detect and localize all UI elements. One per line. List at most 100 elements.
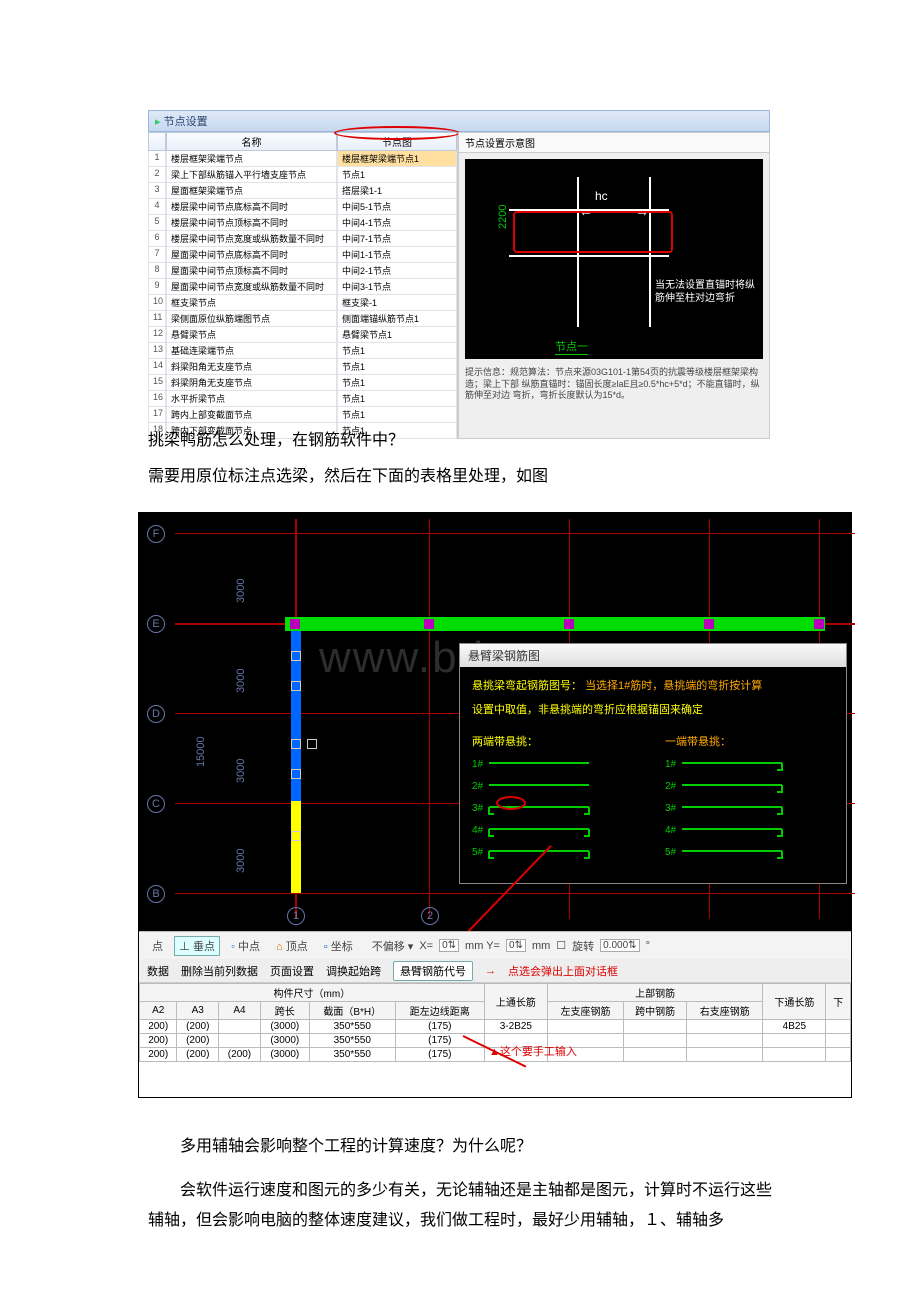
shape-row[interactable]: 5# bbox=[472, 847, 641, 858]
cell[interactable] bbox=[547, 1020, 623, 1034]
th: 下通长筋 bbox=[763, 984, 826, 1020]
snap-perp[interactable]: ⊥ 垂点 bbox=[174, 936, 220, 956]
table-row[interactable]: 5楼层梁中间节点顶标高不同时中间4-1节点 bbox=[148, 215, 457, 231]
table-row[interactable]: 14斜梁阳角无支座节点节点1 bbox=[148, 359, 457, 375]
table-row[interactable]: 200)(200) (3000)350*550(175)3-2B25 4B25 bbox=[140, 1020, 851, 1034]
cell: 楼层梁中间节点宽度或纵筋数量不同时 bbox=[166, 231, 337, 247]
cell: 基础连梁端节点 bbox=[166, 343, 337, 359]
shape-row[interactable]: 3# bbox=[665, 803, 834, 814]
snap-toolbar: 点 ⊥ 垂点 ◦ 中点 ⌂ 顶点 ▫ 坐标 不偏移 ▾ X= 0 ⇅ mm Y=… bbox=[139, 931, 851, 959]
cell[interactable] bbox=[624, 1034, 687, 1048]
cell[interactable]: (3000) bbox=[260, 1048, 309, 1062]
cantilever-rebar-dialog: 悬臂梁钢筋图 悬挑梁弯起钢筋图号： 当选择1#筋时，悬挑端的弯折按计算 设置中取… bbox=[459, 643, 847, 884]
cell[interactable]: 200) bbox=[140, 1020, 177, 1034]
table-row[interactable]: 15斜梁阴角无支座节点节点1 bbox=[148, 375, 457, 391]
cell[interactable]: 200) bbox=[140, 1034, 177, 1048]
cell[interactable] bbox=[624, 1020, 687, 1034]
cell[interactable] bbox=[763, 1034, 826, 1048]
table-row[interactable]: 11梁侧面原位纵筋端图节点侧面端锚纵筋节点1 bbox=[148, 311, 457, 327]
cell[interactable]: (200) bbox=[177, 1020, 219, 1034]
shape-row[interactable]: 2# bbox=[665, 781, 834, 792]
shape-row[interactable]: 4# bbox=[472, 825, 641, 836]
cell[interactable] bbox=[687, 1048, 763, 1062]
cell[interactable]: (200) bbox=[177, 1048, 219, 1062]
plan-view: www.bdocx.com F E D C B 1 2 3000 3000 30… bbox=[139, 513, 851, 933]
th: A4 bbox=[219, 1002, 261, 1020]
cell[interactable]: (200) bbox=[219, 1048, 261, 1062]
arrow-right-icon: → bbox=[485, 965, 496, 977]
delete-col-button[interactable]: 删除当前列数据 bbox=[181, 963, 258, 979]
offset-dropdown[interactable]: 不偏移 ▾ bbox=[372, 938, 414, 954]
table-row[interactable]: 7屋面梁中间节点底标高不同时中间1-1节点 bbox=[148, 247, 457, 263]
cell[interactable] bbox=[219, 1034, 261, 1048]
cell: 10 bbox=[148, 295, 166, 311]
cell[interactable] bbox=[624, 1048, 687, 1062]
th: 距左边线距离 bbox=[395, 1002, 484, 1020]
cantilever-code-button[interactable]: 悬臂钢筋代号 bbox=[393, 961, 473, 981]
cell[interactable]: (3000) bbox=[260, 1034, 309, 1048]
cell: 5 bbox=[148, 215, 166, 231]
th: 跨长 bbox=[260, 1002, 309, 1020]
cell[interactable]: 350*550 bbox=[309, 1034, 395, 1048]
cell: 梁上下部纵筋锚入平行墙支座节点 bbox=[166, 167, 337, 183]
dim: 3000 bbox=[235, 849, 247, 873]
cell: 楼层梁中间节点底标高不同时 bbox=[166, 199, 337, 215]
table-row[interactable]: 12悬臂梁节点悬臂梁节点1 bbox=[148, 327, 457, 343]
cell[interactable]: 200) bbox=[140, 1048, 177, 1062]
chevron-down-icon: ▾ bbox=[408, 941, 414, 953]
cell[interactable] bbox=[219, 1020, 261, 1034]
cell: 1 bbox=[148, 151, 166, 167]
shape-row[interactable]: 4# bbox=[665, 825, 834, 836]
cell[interactable] bbox=[826, 1048, 851, 1062]
cell[interactable] bbox=[826, 1034, 851, 1048]
table-row[interactable]: 10框支梁节点框支梁-1 bbox=[148, 295, 457, 311]
cell[interactable]: 3-2B25 bbox=[484, 1020, 547, 1034]
cell[interactable] bbox=[687, 1034, 763, 1048]
cell[interactable]: (200) bbox=[177, 1034, 219, 1048]
cell[interactable]: (175) bbox=[395, 1020, 484, 1034]
cell[interactable]: 350*550 bbox=[309, 1048, 395, 1062]
rebar-shape-icon bbox=[489, 828, 589, 834]
table-row[interactable]: 8屋面梁中间节点顶标高不同时中间2-1节点 bbox=[148, 263, 457, 279]
table-row[interactable]: 4楼层梁中间节点底标高不同时中间5-1节点 bbox=[148, 199, 457, 215]
node-settings-screenshot: ▸ 节点设置 名称 节点图 1楼层框架梁端节点楼层框架梁端节点12梁上下部纵筋锚… bbox=[148, 110, 770, 439]
table-row[interactable]: 13基础连梁端节点节点1 bbox=[148, 343, 457, 359]
table-row[interactable]: 2梁上下部纵筋锚入平行墙支座节点节点1 bbox=[148, 167, 457, 183]
table-row[interactable]: 17跨内上部变截面节点节点1 bbox=[148, 407, 457, 423]
page-setup-button[interactable]: 页面设置 bbox=[270, 963, 314, 979]
shape-row[interactable]: 2# bbox=[472, 781, 641, 792]
cell[interactable] bbox=[826, 1020, 851, 1034]
cell[interactable]: (175) bbox=[395, 1048, 484, 1062]
node bbox=[291, 739, 301, 749]
table-row[interactable]: 6楼层梁中间节点宽度或纵筋数量不同时中间7-1节点 bbox=[148, 231, 457, 247]
cell[interactable]: 4B25 bbox=[763, 1020, 826, 1034]
table-row[interactable]: 9屋面梁中间节点宽度或纵筋数量不同时中间3-1节点 bbox=[148, 279, 457, 295]
rotate-input[interactable]: 0.000 ⇅ bbox=[600, 939, 639, 952]
table-row[interactable]: 16水平折梁节点节点1 bbox=[148, 391, 457, 407]
cell: 屋面梁中间节点底标高不同时 bbox=[166, 247, 337, 263]
table-row[interactable]: 3屋面框架梁端节点搭层梁1-1 bbox=[148, 183, 457, 199]
cell: 梁侧面原位纵筋端图节点 bbox=[166, 311, 337, 327]
swap-span-button[interactable]: 调换起始跨 bbox=[326, 963, 381, 979]
y-input[interactable]: 0 ⇅ bbox=[506, 939, 526, 952]
table-row[interactable]: 1楼层框架梁端节点楼层框架梁端节点1 bbox=[148, 151, 457, 167]
cell: 斜梁阴角无支座节点 bbox=[166, 375, 337, 391]
cell[interactable] bbox=[687, 1020, 763, 1034]
rotate-checkbox[interactable]: ☐ bbox=[556, 939, 566, 952]
cell[interactable]: (3000) bbox=[260, 1020, 309, 1034]
snap-point[interactable]: 点 bbox=[147, 936, 168, 956]
snap-coord[interactable]: ▫ 坐标 bbox=[319, 936, 358, 956]
shape-row[interactable]: 5# bbox=[665, 847, 834, 858]
axis-label: 2 bbox=[421, 907, 439, 925]
shape-row[interactable]: 1# bbox=[472, 759, 641, 770]
cell: 7 bbox=[148, 247, 166, 263]
shape-row[interactable]: 1# bbox=[665, 759, 834, 770]
axis-label: F bbox=[147, 525, 165, 543]
snap-end[interactable]: ⌂ 顶点 bbox=[271, 936, 313, 956]
cell[interactable] bbox=[763, 1048, 826, 1062]
x-input[interactable]: 0 ⇅ bbox=[439, 939, 459, 952]
cell[interactable]: 350*550 bbox=[309, 1020, 395, 1034]
cell: 水平折梁节点 bbox=[166, 391, 337, 407]
snap-mid[interactable]: ◦ 中点 bbox=[226, 936, 265, 956]
data-button[interactable]: 数据 bbox=[147, 963, 169, 979]
